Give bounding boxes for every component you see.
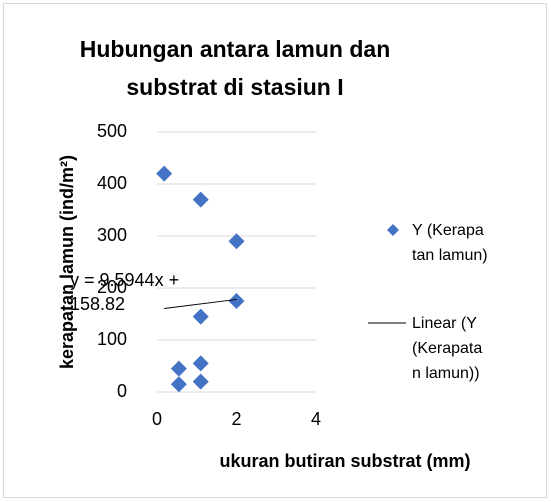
y-tick-label: 300	[97, 225, 127, 245]
data-point	[170, 376, 187, 393]
y-axis-label: kerapatan lamun (ind/m²)	[57, 155, 77, 369]
y-tick-label: 100	[97, 329, 127, 349]
legend-marker	[387, 224, 399, 236]
chart-title: Hubungan antara lamun dan substrat di st…	[79, 36, 391, 100]
legend-label: Y (Kerapatan lamun)	[412, 222, 488, 264]
y-tick-label: 200	[97, 277, 127, 297]
chart-border	[3, 3, 547, 498]
legend-label: Linear (Y (Kerapatan lamun))	[412, 315, 483, 382]
data-point	[156, 165, 173, 182]
x-tick-label: 2	[231, 409, 241, 429]
trendline-equation: y = 9.5944x + 158.82	[70, 270, 180, 314]
x-tick-label: 4	[311, 409, 321, 429]
data-point	[228, 233, 245, 250]
trendline	[164, 298, 237, 310]
data-point	[170, 360, 187, 377]
data-point	[228, 293, 245, 309]
x-axis-label: ukuran butiran substrat (mm)	[219, 451, 470, 471]
y-tick-label: 0	[117, 381, 127, 401]
data-point	[192, 373, 209, 390]
y-tick-label: 500	[97, 121, 127, 141]
data-point	[192, 355, 209, 372]
x-tick-label: 0	[152, 409, 162, 429]
data-point	[192, 308, 209, 325]
y-tick-label: 400	[97, 173, 127, 193]
data-point	[192, 191, 209, 208]
